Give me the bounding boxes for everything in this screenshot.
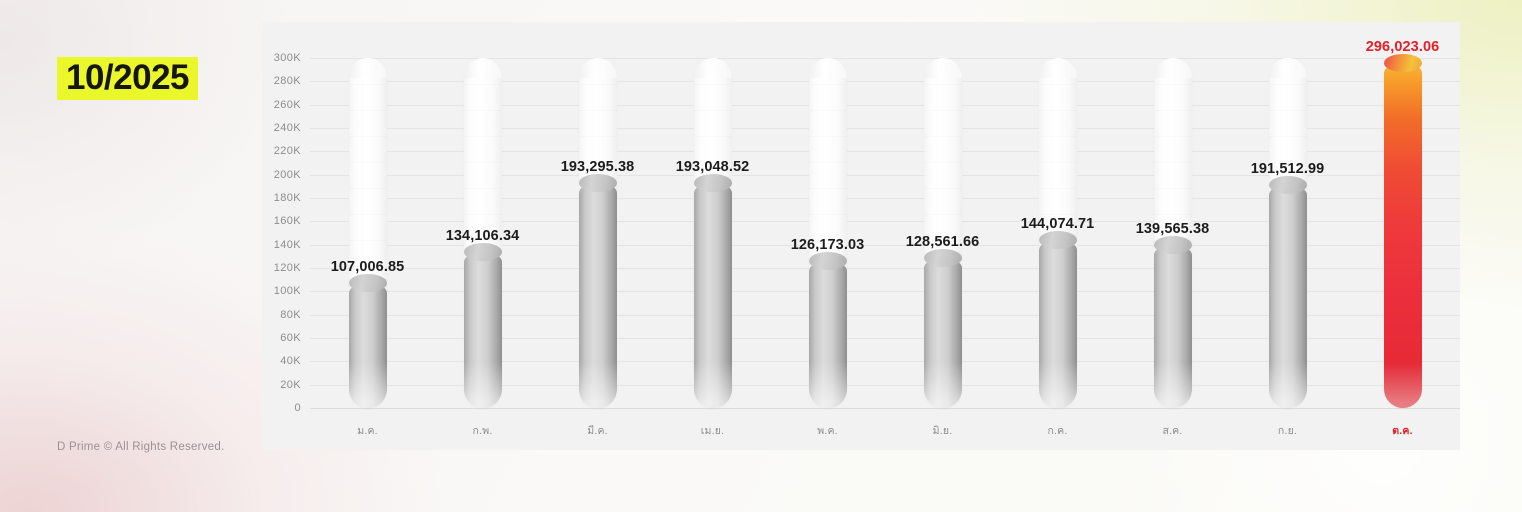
- gridline: [310, 361, 1460, 363]
- x-axis-category-label: ม.ค.: [357, 425, 378, 437]
- bar-value-label: 144,074.71: [1020, 215, 1095, 232]
- y-axis-tick-label: 60K: [280, 332, 301, 344]
- bar-value-label: 191,512.99: [1250, 160, 1325, 177]
- bar-fill[interactable]: [808, 251, 847, 409]
- bar-group[interactable]: 107,006.85 ม.ค.: [310, 58, 425, 437]
- bar-group[interactable]: 296,023.06 ต.ค.: [1345, 39, 1460, 437]
- gridline: [310, 244, 1460, 246]
- gridline: [310, 221, 1460, 223]
- chart-card: 0 20K 40K 60K 80K 100K 120K 140K 160K 180K 200K 220…: [262, 22, 1460, 450]
- bar-group[interactable]: 139,565.38 ส.ค.: [1115, 58, 1230, 437]
- bar-value-label: 107,006.85: [330, 259, 405, 276]
- y-axis-tick-label: 220K: [273, 145, 301, 158]
- x-axis-category-label: มิ.ย.: [932, 425, 953, 437]
- gridline: [310, 268, 1460, 269]
- gridline: [310, 338, 1460, 339]
- y-axis-tick-label: 200K: [273, 168, 301, 181]
- y-axis-tick-label: 120K: [273, 262, 301, 274]
- x-axis-category-label: พ.ค.: [817, 425, 838, 437]
- bar-group[interactable]: 134,106.34 ก.พ.: [425, 58, 540, 437]
- gridline: [310, 104, 1460, 106]
- bar-group[interactable]: 191,512.99 ก.ย.: [1230, 58, 1345, 437]
- bar-value-label: 139,565.38: [1135, 221, 1210, 238]
- y-axis-tick-label: 20K: [280, 378, 301, 391]
- copyright-footer: D Prime © All Rights Reserved.: [57, 441, 225, 453]
- period-badge: 10/2025: [57, 57, 199, 101]
- y-axis-tick-label: 80K: [280, 308, 301, 321]
- left-panel: 10/2025 D Prime © All Rights Reserved.: [0, 0, 250, 512]
- y-axis-tick-label: 140K: [273, 238, 301, 251]
- y-axis-tick-label: 260K: [273, 98, 301, 111]
- bar-group[interactable]: 193,295.38 มี.ค.: [540, 58, 655, 437]
- y-axis-tick-label: 300K: [273, 52, 301, 64]
- x-axis-category-label: ก.พ.: [472, 425, 493, 437]
- bar-fill-highlight[interactable]: [1383, 53, 1422, 409]
- gridline: [310, 81, 1460, 83]
- x-axis-category-label: ก.ย.: [1277, 425, 1298, 437]
- bar-fill[interactable]: [693, 173, 732, 409]
- x-axis-category-label: เม.ย.: [700, 425, 725, 437]
- bar-group[interactable]: 193,048.52 เม.ย.: [655, 58, 770, 437]
- bar-fill[interactable]: [348, 274, 387, 408]
- plot-area: 0 20K 40K 60K 80K 100K 120K 140K 160K 180K 200K 220…: [274, 39, 1460, 437]
- y-axis-tick-label: 160K: [273, 215, 301, 228]
- gridline: [310, 384, 1460, 386]
- gridline: [310, 58, 1460, 59]
- gridline: [310, 151, 1460, 153]
- bar-value-label: 126,173.03: [790, 236, 865, 253]
- bar-value-label: 193,048.52: [675, 158, 750, 175]
- bar-group[interactable]: 128,561.66 มิ.ย.: [885, 58, 1000, 437]
- x-axis-category-label: ต.ค.: [1392, 425, 1413, 437]
- bar-value-label: 296,023.06: [1365, 38, 1440, 55]
- bar-fill[interactable]: [578, 173, 617, 408]
- bar-fill[interactable]: [1038, 230, 1077, 409]
- gridline: [310, 128, 1460, 129]
- bar-value-label: 134,106.34: [445, 227, 520, 244]
- bar-fill[interactable]: [1153, 236, 1192, 408]
- bar-value-label: 193,295.38: [560, 158, 635, 175]
- gridline: [310, 408, 1460, 409]
- bar-fill[interactable]: [463, 242, 502, 409]
- y-axis-tick-label: 40K: [280, 355, 301, 368]
- y-axis-tick-label: 100K: [273, 285, 301, 298]
- x-axis-category-label: ส.ค.: [1162, 425, 1183, 437]
- y-axis-tick-label: 240K: [273, 122, 301, 134]
- y-axis-tick-label: 0: [294, 402, 301, 414]
- bar-fill[interactable]: [1268, 175, 1307, 409]
- bar-value-label: 128,561.66: [905, 234, 980, 251]
- bar-group[interactable]: 126,173.03 พ.ค.: [770, 58, 885, 437]
- bar-group[interactable]: 144,074.71 ก.ค.: [1000, 58, 1115, 437]
- gridline: [310, 198, 1460, 199]
- bar-fill[interactable]: [923, 249, 962, 408]
- x-axis-category-label: ก.ค.: [1047, 425, 1068, 437]
- gridline: [310, 291, 1460, 293]
- x-axis-category-label: มี.ค.: [587, 425, 608, 437]
- y-axis-tick-label: 280K: [273, 75, 301, 88]
- gridline: [310, 314, 1460, 316]
- gridline: [310, 174, 1460, 176]
- y-axis-tick-label: 180K: [273, 192, 301, 204]
